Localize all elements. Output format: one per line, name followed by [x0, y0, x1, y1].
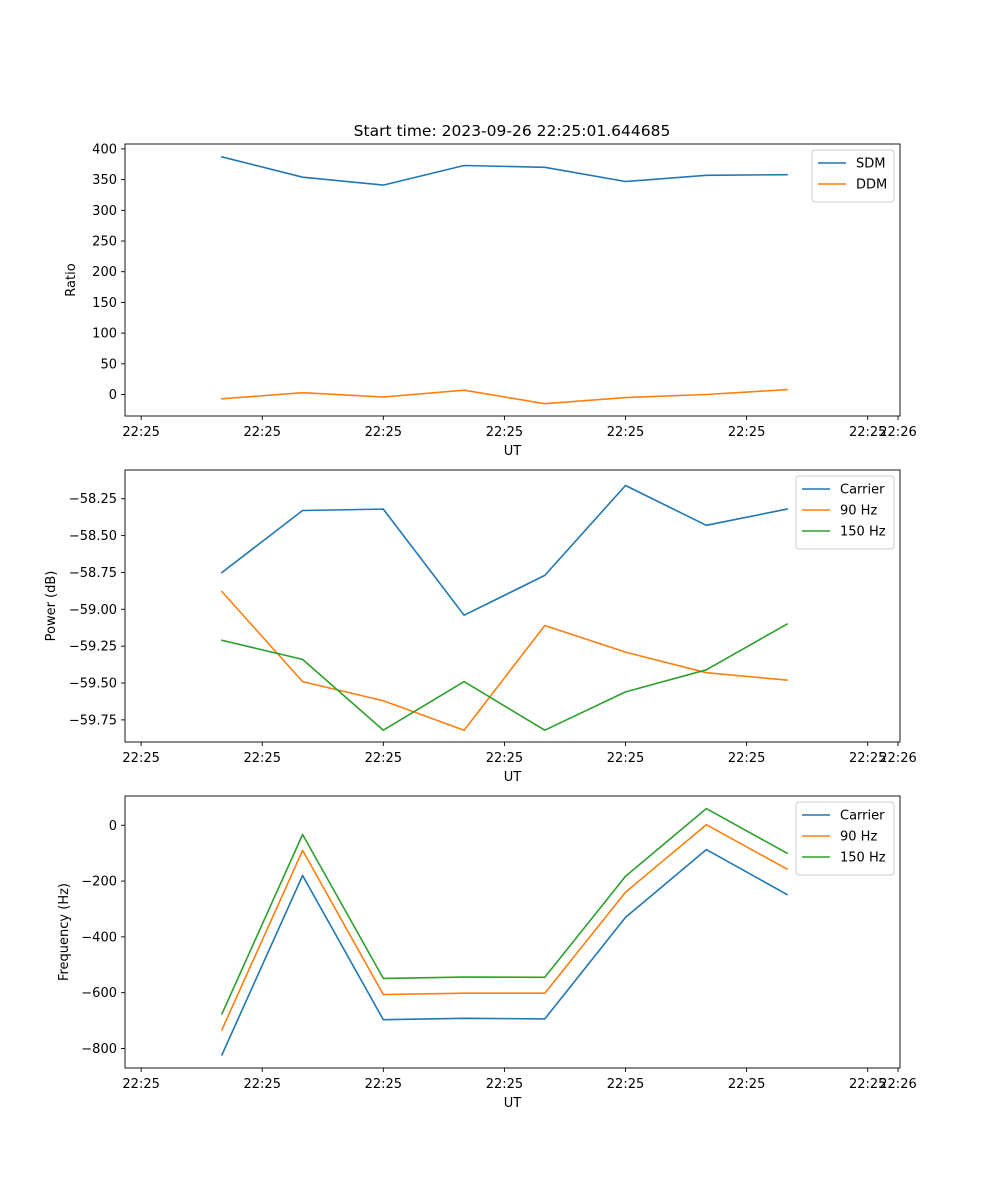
y-tick-label: 50 — [100, 357, 117, 372]
legend-label: SDM — [856, 157, 885, 172]
x-tick-label: 22:26 — [879, 425, 916, 440]
plot-frame — [124, 795, 901, 1069]
series-line-carrier — [220, 484, 788, 617]
y-tick-label: −600 — [81, 986, 117, 1001]
x-tick-label: 22:25 — [849, 1077, 886, 1092]
x-tick-label: 22:25 — [486, 425, 523, 440]
x-tick-label: 22:25 — [849, 751, 886, 766]
y-tick-label: 200 — [92, 265, 117, 280]
series-line-sdm — [220, 155, 788, 186]
series-line-90-hz — [220, 590, 788, 732]
legend: Carrier 90 Hz 150 Hz — [795, 475, 895, 550]
series-line-150-hz — [220, 807, 789, 1015]
y-tick-label: 0 — [109, 819, 117, 834]
y-tick-label: 350 — [92, 173, 117, 188]
x-tick-label: 22:25 — [849, 425, 886, 440]
legend-label: 90 Hz — [840, 504, 877, 519]
x-tick-label: 22:25 — [244, 1077, 281, 1092]
y-tick-label: −59.00 — [69, 603, 117, 618]
y-tick-label: 300 — [92, 204, 117, 219]
series-line-90-hz — [220, 823, 789, 1031]
y-tick-label: −200 — [81, 875, 117, 890]
y-tick-label: −59.50 — [69, 677, 117, 692]
y-axis-label: Ratio — [64, 263, 79, 296]
x-tick-label: 22:25 — [365, 425, 402, 440]
x-axis-label: UT — [504, 444, 522, 459]
x-tick-label: 22:25 — [122, 751, 159, 766]
y-tick-label: 250 — [92, 235, 117, 250]
legend: SDM DDM — [811, 149, 895, 203]
y-tick-label: 100 — [92, 327, 117, 342]
y-axis-label: Power (dB) — [44, 571, 59, 642]
figure-title: Start time: 2023-09-26 22:25:01.644685 — [354, 122, 671, 140]
y-tick-label: −58.75 — [69, 566, 117, 581]
y-tick-label: −400 — [81, 930, 117, 945]
y-axis-label: Frequency (Hz) — [57, 883, 72, 981]
y-tick-label: 0 — [109, 388, 117, 403]
x-tick-label: 22:25 — [607, 751, 644, 766]
x-axis-label: UT — [504, 770, 522, 785]
y-tick-label: −59.25 — [69, 640, 117, 655]
legend: Carrier 90 Hz 150 Hz — [795, 801, 895, 876]
plot-frame — [124, 469, 901, 743]
x-tick-label: 22:25 — [728, 1077, 765, 1092]
x-tick-label: 22:25 — [486, 751, 523, 766]
x-tick-label: 22:25 — [728, 425, 765, 440]
series-line-150-hz — [220, 623, 789, 732]
plot-frame — [124, 143, 901, 417]
x-tick-label: 22:25 — [365, 1077, 402, 1092]
x-tick-label: 22:25 — [607, 425, 644, 440]
legend-label: DDM — [856, 178, 887, 193]
y-tick-label: −59.75 — [69, 713, 117, 728]
y-tick-label: −58.50 — [69, 529, 117, 544]
x-tick-label: 22:25 — [244, 751, 281, 766]
legend-label: 150 Hz — [840, 851, 886, 866]
x-tick-label: 22:25 — [244, 425, 281, 440]
x-tick-label: 22:25 — [728, 751, 765, 766]
y-tick-label: 150 — [92, 296, 117, 311]
chart-panel-3: 22:25 22:25 22:25 22:25 22:25 22:25 22:2522:26… — [57, 795, 917, 1111]
legend-label: 150 Hz — [840, 525, 886, 540]
chart-panel-2: 22:25 22:25 22:25 22:25 22:25 22:25 22:2522:26… — [44, 469, 917, 785]
x-tick-label: 22:25 — [607, 1077, 644, 1092]
x-tick-label: 22:25 — [122, 1077, 159, 1092]
x-tick-label: 22:25 — [122, 425, 159, 440]
x-axis-label: UT — [504, 1096, 522, 1111]
x-tick-label: 22:26 — [879, 1077, 916, 1092]
series-line-ddm — [221, 388, 788, 405]
legend-label: Carrier — [840, 483, 885, 498]
legend-label: Carrier — [840, 809, 885, 824]
x-tick-label: 22:26 — [879, 751, 916, 766]
y-tick-label: −800 — [81, 1042, 117, 1057]
y-tick-label: −58.25 — [69, 492, 117, 507]
chart-panel-1: 22:25 22:25 22:25 22:25 22:25 22:25 22:2522:26… — [64, 142, 917, 459]
series-line-carrier — [220, 848, 789, 1056]
x-tick-label: 22:25 — [486, 1077, 523, 1092]
y-tick-label: 400 — [92, 142, 117, 157]
x-tick-label: 22:25 — [365, 751, 402, 766]
legend-label: 90 Hz — [840, 830, 877, 845]
